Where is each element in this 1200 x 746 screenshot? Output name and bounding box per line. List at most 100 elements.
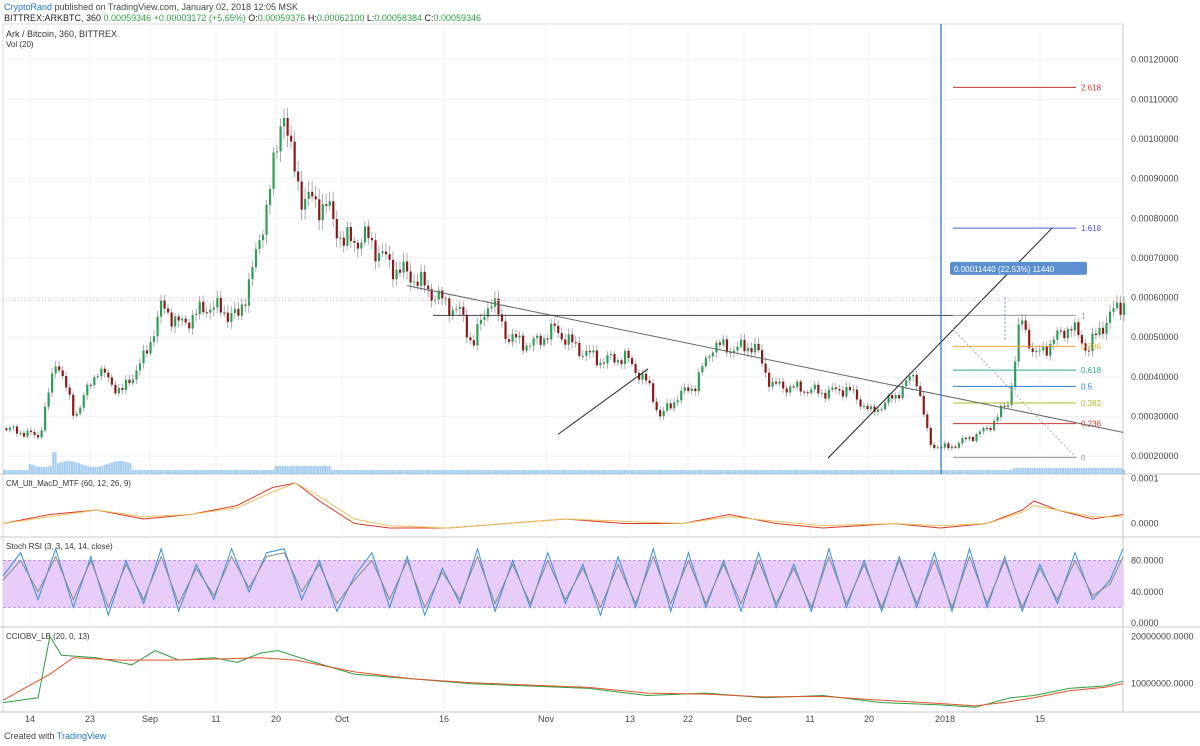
volume-bar [623,470,626,474]
volume-bar [675,470,678,474]
volume-bar [478,470,481,474]
candle-body [325,204,328,206]
volume-bar [930,470,933,474]
volume-bar [633,470,636,474]
volume-bar [190,470,193,474]
candle-body [746,348,750,352]
candle-body [1084,343,1087,351]
candle-body [992,420,996,431]
volume-bar [345,470,348,474]
volume-bar [169,470,172,474]
volume-bar [331,470,334,474]
volume-bar [827,470,830,474]
volume-bar [778,470,781,474]
volume-bar [612,470,615,474]
volume-bar [424,470,427,474]
symbol-name: BITTREX:ARKBTC, 360 [4,13,102,23]
candle-body [152,336,156,342]
candle-body [585,350,588,356]
volume-bar [284,466,287,474]
volume-bar [926,470,929,474]
candle-body [1115,302,1119,309]
volume-bar [429,470,432,474]
volume-bar [1111,468,1114,474]
volume-bar [434,470,437,474]
volume-bar [145,470,148,474]
volume-bar [1040,468,1043,474]
volume-bar [848,470,851,474]
candle-body [311,191,314,197]
candle-body [195,313,198,315]
volume-bar [127,462,130,474]
volume-bar [506,470,509,474]
volume-bar [731,470,734,474]
volume-bar [295,466,298,474]
candle-body [1066,329,1069,339]
volume-bar [944,470,947,474]
y-tick-label: 0.00050000 [1131,332,1179,342]
volume-bar [99,466,102,474]
candle-body [760,350,764,364]
macd-title: CM_Ult_MacD_MTF (60, 12, 26, 9) [6,479,131,488]
volume-bar [38,466,41,474]
volume-bar [712,470,715,474]
volume-bar [628,470,631,474]
volume-bar [324,466,327,474]
candle-body [680,390,683,401]
candle-body [1028,329,1031,349]
candle-body [521,335,525,351]
volume-bar [919,470,922,474]
candle-body [592,350,595,353]
candle-body [852,389,855,391]
volume-bar [56,463,59,474]
candle-body [964,437,968,440]
tradingview-link[interactable]: TradingView [56,731,107,741]
symbol-info: BITTREX:ARKBTC, 360 0.00059346 +0.000031… [4,13,481,23]
volume-bar [682,470,685,474]
volume-bar [455,470,458,474]
candle-body [620,360,623,364]
candle-body [1059,330,1062,332]
volume-bar [525,470,528,474]
volume-bar [389,470,392,474]
projection-dotted-line [952,328,1077,458]
volume-bar [694,470,697,474]
candle-body [437,290,440,300]
candle-body [356,242,360,249]
volume-bar [45,466,48,474]
candle-body [1080,335,1084,344]
candle-body [395,269,398,280]
candle-body [1123,303,1126,315]
volume-bar [787,470,790,474]
volume-bar [347,470,350,474]
candle-body [346,226,349,246]
volume-bar [755,470,758,474]
volume-bar [80,464,83,474]
candle-body [283,118,286,127]
candle-body [286,118,289,136]
candle-body [353,241,356,243]
fib-label: 0.618 [1081,366,1102,375]
candle-body [725,339,729,353]
volume-bar [598,470,601,474]
volume-bar [1008,470,1011,474]
candle-body [321,204,324,221]
candle-body [265,204,268,235]
volume-bar [560,470,563,474]
volume-bar [391,470,394,474]
volume-bar [982,470,985,474]
candle-body [29,430,33,433]
volume-bar [701,470,704,474]
volume-bar [951,470,954,474]
candle-body [1091,333,1094,352]
volume-bar [591,470,594,474]
author-link[interactable]: CryptoRand [4,2,53,12]
volume-bar [263,470,266,474]
candle-body [796,381,799,388]
volume-bar [825,470,828,474]
candle-body [708,356,711,358]
volume-bar [417,470,420,474]
volume-bar [687,470,690,474]
candle-body [5,428,8,431]
volume-bar [544,470,547,474]
